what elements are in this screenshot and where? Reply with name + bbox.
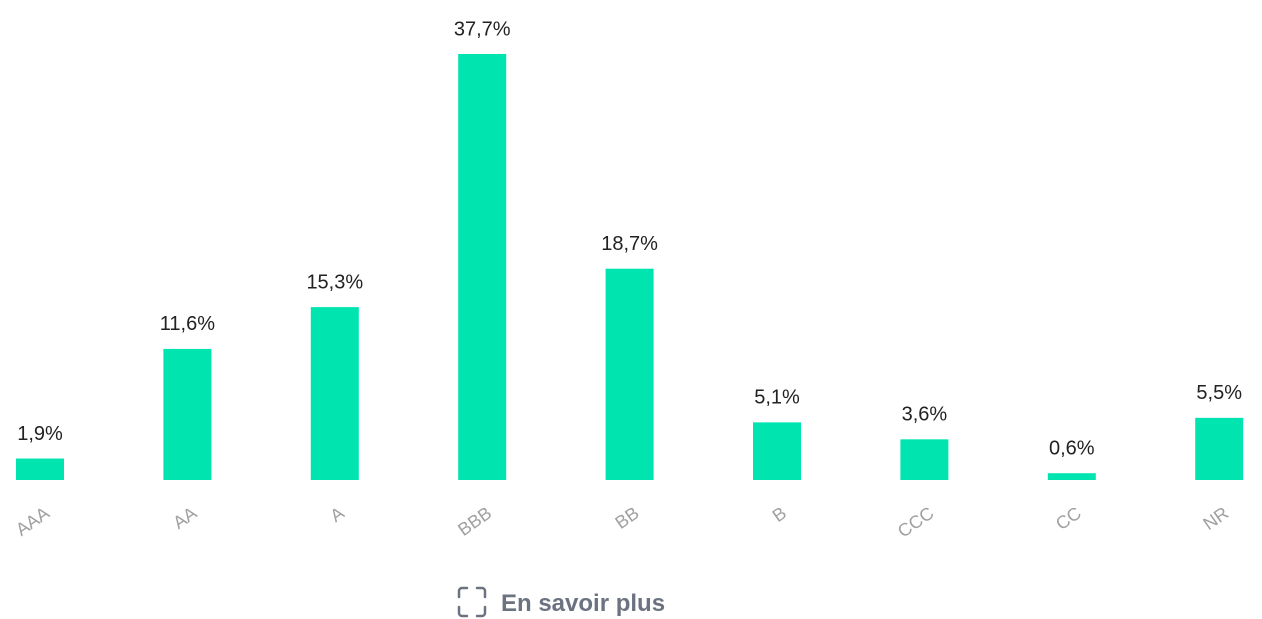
bar xyxy=(605,268,654,480)
x-tick-label: CCC xyxy=(894,503,937,542)
expand-icon xyxy=(457,586,487,618)
bar xyxy=(310,307,359,480)
x-tick-label: A xyxy=(327,503,348,526)
bar xyxy=(163,348,212,480)
x-tick-label: BB xyxy=(611,503,642,533)
data-label: 18,7% xyxy=(601,233,658,255)
bar xyxy=(1195,417,1244,480)
x-tick-label: BBB xyxy=(454,503,495,540)
x-tick-label: AA xyxy=(169,503,200,533)
data-label: 5,1% xyxy=(754,387,800,409)
data-label: 15,3% xyxy=(306,271,363,293)
data-label: 3,6% xyxy=(902,404,948,426)
bar xyxy=(753,422,801,480)
data-label: 1,9% xyxy=(17,423,63,445)
more-link[interactable]: En savoir plus xyxy=(457,586,665,618)
data-label: 11,6% xyxy=(160,313,215,335)
x-tick-label: NR xyxy=(1199,503,1232,534)
bar xyxy=(16,458,64,480)
x-tick-label: B xyxy=(769,503,790,526)
data-label: 0,6% xyxy=(1049,438,1095,460)
bar xyxy=(458,54,507,480)
x-tick-label: CC xyxy=(1052,503,1085,534)
x-tick-label: AAA xyxy=(12,503,53,540)
link-text[interactable]: En savoir plus xyxy=(501,590,665,617)
data-label: 5,5% xyxy=(1196,382,1242,404)
bar xyxy=(900,439,949,480)
data-label: 37,7% xyxy=(454,18,511,40)
bar xyxy=(1047,473,1096,480)
